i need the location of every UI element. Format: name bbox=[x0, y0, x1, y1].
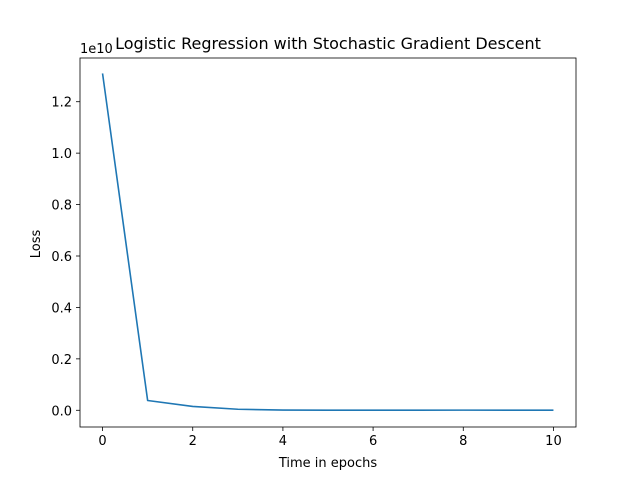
x-tick-label: 4 bbox=[279, 434, 287, 449]
chart-title: Logistic Regression with Stochastic Grad… bbox=[115, 34, 541, 53]
plot-area-frame bbox=[79, 57, 577, 428]
y-axis-offset-label: 1e10 bbox=[80, 42, 113, 57]
x-axis-label: Time in epochs bbox=[278, 456, 378, 471]
data-series bbox=[101, 73, 554, 412]
x-tick-label: 2 bbox=[189, 434, 197, 449]
x-tick-label: 8 bbox=[459, 434, 467, 449]
y-tick-label: 1.0 bbox=[51, 147, 72, 162]
y-tick-label: 1.2 bbox=[51, 96, 72, 111]
y-tick-label: 0.6 bbox=[51, 250, 72, 265]
loss-series-line bbox=[101, 73, 554, 412]
y-tick-label: 0.2 bbox=[51, 353, 72, 368]
x-tick-label: 10 bbox=[545, 434, 562, 449]
x-axis-ticks: 0 2 4 6 8 10 bbox=[98, 427, 562, 449]
y-tick-label: 0.8 bbox=[51, 199, 72, 214]
y-axis-ticks: 0.0 0.2 0.4 0.6 0.8 1.0 1.2 bbox=[51, 96, 80, 419]
y-tick-label: 0.4 bbox=[51, 301, 72, 316]
y-axis-label: Loss bbox=[29, 230, 44, 259]
x-tick-label: 6 bbox=[369, 434, 377, 449]
x-tick-label: 0 bbox=[98, 434, 106, 449]
y-tick-label: 0.0 bbox=[51, 404, 72, 419]
